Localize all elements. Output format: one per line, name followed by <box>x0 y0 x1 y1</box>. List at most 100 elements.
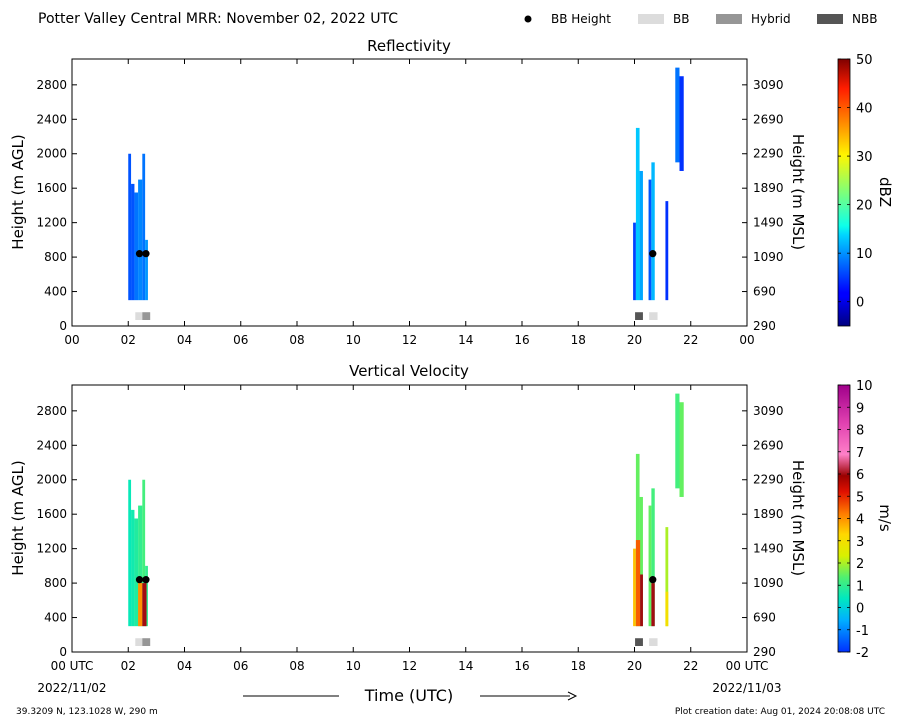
reflectivity-ytick-right-label: 1890 <box>753 181 784 195</box>
reflectivity-xtick-label: 02 <box>121 333 136 347</box>
end-date-label: 2022/11/03 <box>712 681 781 695</box>
velocity-bb-type-bar <box>135 638 143 646</box>
velocity-xtick-label: 08 <box>289 659 304 673</box>
reflectivity-ytick-right-label: 2690 <box>753 112 784 126</box>
reflectivity-ytick-label: 400 <box>44 285 67 299</box>
velocity-bb-type-bar <box>635 638 643 646</box>
reflectivity-bb-height-point <box>649 250 657 258</box>
reflectivity-colorbar-label: dBZ <box>876 177 894 207</box>
velocity-xtick-label: 22 <box>683 659 698 673</box>
reflectivity-echo-column <box>131 183 135 301</box>
legend-bb-height-marker <box>524 15 532 23</box>
velocity-plot-area <box>128 393 684 646</box>
reflectivity-colorbar-tick-label: 20 <box>856 199 873 214</box>
velocity-frame <box>71 384 748 653</box>
velocity-colorbar-tick-label: 2 <box>856 557 864 572</box>
time-axis-label: Time (UTC) <box>364 686 453 705</box>
reflectivity-echo-column <box>635 127 640 301</box>
velocity-colorbar-tick-label: -1 <box>856 624 869 639</box>
reflectivity-title: Reflectivity <box>367 37 451 55</box>
reflectivity-ytick-label: 2400 <box>36 112 67 126</box>
velocity-colorbar-tick-label: 1 <box>856 579 864 594</box>
legend-nbb-label: NBB <box>852 12 877 26</box>
velocity-colorbar-tick-label: 3 <box>856 535 864 550</box>
reflectivity-colorbar-tick-label: 10 <box>856 247 873 262</box>
reflectivity-panel: Reflectivity Height (m AGL) Height (m MS… <box>9 37 894 347</box>
reflectivity-echo-column <box>665 201 669 301</box>
velocity-fall-streak <box>138 583 143 627</box>
velocity-ylabel: Height (m AGL) <box>9 460 27 575</box>
reflectivity-echo-column <box>145 239 148 301</box>
velocity-fall-streak <box>640 574 643 627</box>
velocity-echo-column <box>633 548 636 627</box>
velocity-ytick-label: 0 <box>59 645 67 659</box>
velocity-colorbar-tick-label: 10 <box>856 379 873 394</box>
velocity-echo-column <box>142 479 146 627</box>
velocity-echo-column <box>648 505 652 627</box>
velocity-ytick-label: 400 <box>44 611 67 625</box>
reflectivity-echo-column <box>134 192 139 301</box>
site-location: 39.3209 N, 123.1028 W, 290 m <box>16 707 158 717</box>
velocity-echo-column <box>679 402 684 497</box>
reflectivity-ytick-right-label: 3090 <box>753 78 784 92</box>
velocity-colorbar-tick-label: 4 <box>856 513 864 528</box>
reflectivity-frame <box>71 58 748 327</box>
velocity-xtick-label: 00 UTC <box>51 659 94 673</box>
velocity-ytick-right-label: 690 <box>753 611 776 625</box>
velocity-colorbar-tick-label: 6 <box>856 468 864 483</box>
reflectivity-ylabel-right: Height (m MSL) <box>789 134 807 250</box>
reflectivity-ytick-right-label: 1490 <box>753 216 784 230</box>
velocity-ytick-right-label: 2690 <box>753 438 784 452</box>
reflectivity-ytick-right-label: 690 <box>753 285 776 299</box>
velocity-ytick-right-label: 1090 <box>753 576 784 590</box>
velocity-colorbar-label: m/s <box>876 504 894 532</box>
reflectivity-xtick-label: 08 <box>289 333 304 347</box>
velocity-bb-type-bar <box>649 638 658 646</box>
velocity-colorbar-tick-label: 9 <box>856 401 864 416</box>
reflectivity-echo-column <box>633 222 636 301</box>
velocity-ytick-right-label: 290 <box>753 645 776 659</box>
reflectivity-xtick-label: 14 <box>458 333 473 347</box>
reflectivity-ytick-right-label: 2290 <box>753 147 784 161</box>
velocity-axes: 00 UTC 02 04 06 08 10 12 14 16 18 20 22 00 UTC040080… <box>36 385 784 673</box>
reflectivity-colorbar-tick-label: 30 <box>856 150 873 165</box>
velocity-xtick-label: 20 <box>627 659 642 673</box>
velocity-echo-column <box>665 527 669 627</box>
reflectivity-colorbar-tick-label: 0 <box>856 296 864 311</box>
reflectivity-ytick-label: 0 <box>59 319 67 333</box>
reflectivity-xtick-label: 00 <box>739 333 754 347</box>
reflectivity-echo-column <box>639 170 643 301</box>
velocity-colorbar-tick-label: 7 <box>856 446 864 461</box>
velocity-fall-streak <box>142 583 147 627</box>
reflectivity-ytick-label: 1600 <box>36 181 67 195</box>
velocity-colorbar: -2 -1 0 1 2 3 4 5 6 7 8 9 10 m/s <box>837 379 894 661</box>
reflectivity-plot-area <box>128 67 684 320</box>
velocity-echo-column <box>131 509 135 627</box>
velocity-bb-height-point <box>135 576 144 584</box>
velocity-echo-column <box>128 479 132 627</box>
reflectivity-colorbar-ticks: 0 10 20 30 40 50 <box>838 53 873 311</box>
velocity-xtick-label: 10 <box>346 659 361 673</box>
reflectivity-xtick-label: 20 <box>627 333 642 347</box>
velocity-echo-column <box>134 518 139 627</box>
legend-bb-swatch <box>638 14 664 24</box>
reflectivity-colorbar-tick-label: 40 <box>856 102 873 117</box>
start-date-label: 2022/11/02 <box>37 681 106 695</box>
velocity-xtick-label: 02 <box>121 659 136 673</box>
legend-hybrid-label: Hybrid <box>751 12 791 26</box>
velocity-ytick-right-label: 1890 <box>753 507 784 521</box>
reflectivity-echo-column <box>648 179 652 301</box>
velocity-ylabel-right: Height (m MSL) <box>789 460 807 576</box>
reflectivity-xtick-label: 12 <box>402 333 417 347</box>
reflectivity-echo-column <box>679 76 684 171</box>
time-arrow-head <box>567 691 578 701</box>
reflectivity-xtick-label: 00 <box>64 333 79 347</box>
velocity-bb-height-point <box>142 576 150 584</box>
velocity-title: Vertical Velocity <box>349 362 469 380</box>
velocity-ytick-label: 2000 <box>36 473 67 487</box>
reflectivity-xtick-label: 22 <box>683 333 698 347</box>
velocity-ytick-label: 800 <box>44 576 67 590</box>
figure-title: Potter Valley Central MRR: November 02, … <box>38 11 398 27</box>
velocity-xtick-label: 06 <box>233 659 248 673</box>
